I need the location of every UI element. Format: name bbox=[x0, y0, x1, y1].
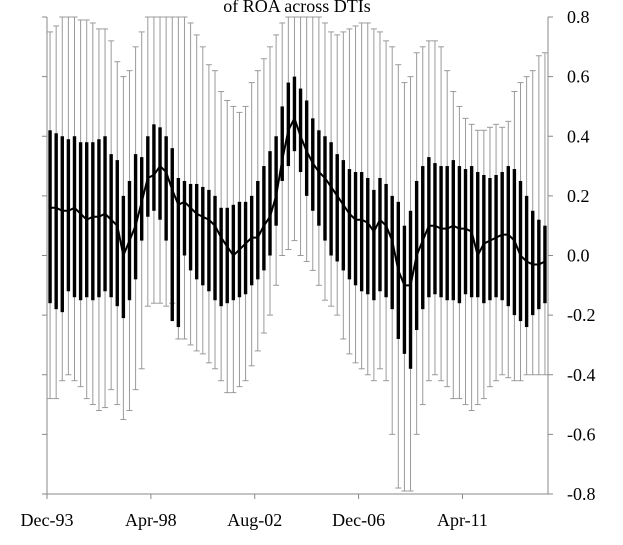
quartile-bar bbox=[274, 136, 278, 226]
y-tick-label: -0.2 bbox=[567, 305, 596, 325]
quartile-bar bbox=[408, 210, 413, 369]
quartile-bar bbox=[286, 82, 291, 167]
quartile-bar bbox=[262, 166, 266, 271]
x-tick-label: Aug-02 bbox=[227, 510, 282, 530]
y-tick-label: 0.4 bbox=[567, 126, 590, 146]
quartile-bar bbox=[72, 136, 77, 298]
quartile-bar bbox=[225, 207, 229, 304]
quartile-bar bbox=[421, 166, 425, 310]
quartile-bar bbox=[500, 172, 504, 301]
quartile-bar bbox=[494, 175, 498, 298]
quartile-bar bbox=[48, 130, 52, 304]
median-line bbox=[50, 115, 546, 287]
quartile-bar bbox=[78, 142, 83, 301]
y-tick-label: -0.6 bbox=[567, 424, 596, 444]
quartile-bar bbox=[54, 133, 58, 310]
quartile-bar bbox=[170, 148, 174, 322]
quartile-bar bbox=[201, 186, 205, 286]
y-tick-label: 0.8 bbox=[567, 7, 590, 27]
quartile-bar bbox=[384, 183, 388, 298]
quartile-bar bbox=[115, 160, 119, 307]
quartile-bar bbox=[158, 127, 162, 220]
x-tick-label: Apr-11 bbox=[437, 510, 488, 530]
y-tick-label: 0.6 bbox=[567, 67, 590, 87]
quartile-bar bbox=[390, 195, 394, 310]
y-tick-label: 0.2 bbox=[567, 186, 590, 206]
quartile-bar bbox=[292, 76, 297, 152]
quartile-bar bbox=[353, 172, 358, 286]
quartile-bar bbox=[91, 142, 95, 301]
quartile-bar bbox=[146, 136, 150, 217]
quartile-bar bbox=[341, 160, 346, 271]
quartile-bar bbox=[133, 154, 138, 280]
quartile-bar bbox=[439, 166, 443, 298]
quartile-bar bbox=[207, 189, 211, 292]
quartile-bar bbox=[280, 106, 284, 181]
quartile-bar bbox=[543, 225, 547, 304]
y-tick-label: -0.4 bbox=[567, 365, 596, 385]
quartile-bar bbox=[463, 169, 468, 295]
y-tick-label: 0.0 bbox=[567, 246, 590, 266]
quartile-bar bbox=[249, 195, 254, 286]
quartile-bar bbox=[378, 177, 382, 292]
quartile-bar bbox=[433, 163, 437, 295]
quartile-bar bbox=[188, 183, 193, 271]
quartile-bar bbox=[317, 130, 321, 226]
quartile-bar bbox=[482, 175, 486, 304]
quartile-bar bbox=[457, 166, 462, 304]
quartile-bar bbox=[366, 177, 370, 295]
quartile-bar bbox=[445, 166, 449, 301]
quartile-bar bbox=[359, 172, 364, 292]
quartile-bar bbox=[176, 177, 181, 328]
x-tick-label: Apr-98 bbox=[125, 510, 177, 530]
quartile-bar bbox=[109, 154, 113, 298]
y-tick-label: -0.8 bbox=[567, 484, 596, 504]
quartile-bar bbox=[219, 207, 223, 307]
quartile-bar bbox=[66, 139, 71, 292]
quartile-bar bbox=[323, 136, 327, 241]
quartile-bar bbox=[402, 225, 407, 354]
quartile-bar bbox=[506, 166, 510, 307]
x-tick-label: Dec-06 bbox=[332, 510, 385, 530]
quartile-bar bbox=[213, 195, 217, 301]
x-tick-label: Dec-93 bbox=[21, 510, 74, 530]
quartile-bar bbox=[451, 160, 455, 301]
quartile-bar bbox=[152, 124, 156, 211]
quartile-bar bbox=[164, 136, 168, 241]
quartile-bar bbox=[194, 183, 199, 280]
quartile-bar bbox=[256, 180, 260, 280]
quartile-bar bbox=[231, 204, 236, 301]
quartile-bar bbox=[476, 172, 480, 298]
quartile-bar bbox=[182, 180, 187, 256]
quartile-bar bbox=[97, 139, 101, 298]
quartile-bar bbox=[347, 169, 352, 280]
quartile-bar bbox=[243, 201, 248, 295]
quartile-bar bbox=[372, 189, 376, 301]
chart-title: of ROA across DTIs bbox=[223, 0, 370, 16]
quartile-bar bbox=[60, 136, 64, 313]
quartile-bar bbox=[518, 180, 523, 322]
quartile-bar bbox=[298, 88, 303, 173]
quartile-bar bbox=[268, 151, 272, 256]
quartile-bar bbox=[304, 100, 309, 196]
quartile-bar bbox=[488, 177, 492, 301]
quartile-bar bbox=[335, 154, 339, 262]
quartile-bar bbox=[329, 142, 333, 256]
quartile-bar bbox=[531, 210, 535, 316]
